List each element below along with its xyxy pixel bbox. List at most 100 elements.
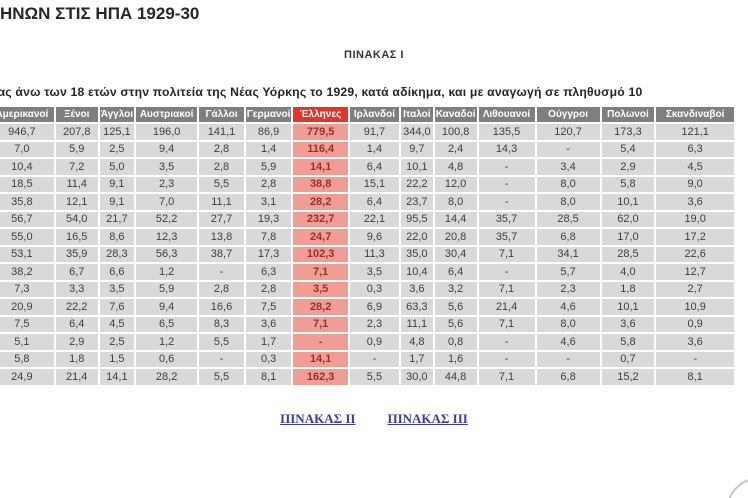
table-cell: 12,7 bbox=[656, 264, 734, 280]
table-cell: 7,3 bbox=[0, 281, 54, 297]
table-cell: 35,9 bbox=[55, 246, 98, 262]
table-cell: 14,1 bbox=[99, 369, 135, 385]
table-cell: 6,6 bbox=[99, 264, 135, 280]
table-cell: 24,9 bbox=[0, 369, 54, 385]
table-cell: 946,7 bbox=[0, 124, 54, 140]
column-header: Αυστριακοί bbox=[136, 107, 198, 122]
table-cell: - bbox=[478, 159, 535, 175]
table-cell: 14,1 bbox=[293, 159, 348, 175]
table-cell: 35,7 bbox=[478, 229, 535, 245]
table-cell: 38,8 bbox=[293, 176, 348, 192]
table-cell: 86,9 bbox=[245, 124, 292, 140]
table-cell: 100,8 bbox=[434, 124, 477, 140]
table-cell: 6,8 bbox=[536, 229, 600, 245]
table-cell: 38,2 bbox=[0, 264, 54, 280]
table-cell: 0,7 bbox=[601, 351, 655, 367]
table-cell: 11,4 bbox=[55, 176, 98, 192]
table-cell: 5,8 bbox=[601, 334, 655, 350]
table-cell: 9,4 bbox=[136, 299, 198, 315]
table-cell: 7,1 bbox=[293, 316, 348, 332]
table-cell: 35,8 bbox=[0, 194, 54, 210]
column-header: Λιθουανοί bbox=[478, 107, 535, 122]
table-cell: 3,5 bbox=[136, 159, 198, 175]
table-row: 56,7 54,0 21,7 52,2 27,7 19,3 232,7 22,1 95,5 14,… bbox=[0, 211, 734, 227]
table-cell: 62,0 bbox=[601, 211, 655, 227]
table-cell: 9,7 bbox=[401, 141, 433, 157]
table-row: 55,0 16,5 8,6 12,3 13,8 7,8 24,7 9,6 22,0 20,8 35,… bbox=[0, 229, 734, 245]
table-cell: 0,3 bbox=[349, 281, 400, 297]
table-cell: 10,1 bbox=[601, 299, 655, 315]
table-cell: 6,5 bbox=[136, 316, 198, 332]
table-cell: 7,6 bbox=[99, 299, 135, 315]
table-cell: 54,0 bbox=[55, 211, 98, 227]
table-cell: 6,3 bbox=[656, 141, 734, 157]
table-cell: 5,1 bbox=[0, 334, 54, 350]
statistics-table: Αμερικανοί Ξένοι Άγγλοι Αυστριακοί Γάλλοι Γερ… bbox=[0, 105, 736, 387]
link-pinakas-2[interactable]: ΠΙΝΑΚΑΣ ΙΙ bbox=[280, 411, 356, 426]
table-cell: 28,2 bbox=[293, 299, 348, 315]
table-cell: 17,3 bbox=[245, 246, 292, 262]
table-cell: 6,4 bbox=[434, 264, 477, 280]
table-links: ΠΙΝΑΚΑΣ ΙΙ ΠΙΝΑΚΑΣ ΙΙΙ bbox=[0, 410, 748, 428]
table-body: 946,7 207,8 125,1 196,0 141,1 86,9 779,5 91,7 34… bbox=[0, 124, 734, 385]
table-cell: 3,6 bbox=[656, 334, 734, 350]
table-cell: 135,5 bbox=[478, 124, 535, 140]
column-header: Γερμανοί bbox=[245, 107, 292, 122]
corner-watermark-arc bbox=[726, 477, 748, 498]
column-header: Ούγγροι bbox=[536, 107, 600, 122]
column-header: Αμερικανοί bbox=[0, 107, 54, 122]
table-cell: 19,3 bbox=[245, 211, 292, 227]
table-cell: 17,2 bbox=[656, 229, 734, 245]
table-cell: 5,7 bbox=[536, 264, 600, 280]
table-cell: 19,0 bbox=[656, 211, 734, 227]
table-cell: 0,9 bbox=[349, 334, 400, 350]
table-cell: 0,3 bbox=[245, 351, 292, 367]
column-header: Ιρλανδοί bbox=[349, 107, 400, 122]
table-cell: 4,5 bbox=[656, 159, 734, 175]
table-cell: - bbox=[293, 334, 348, 350]
table-cell: 28,2 bbox=[136, 369, 198, 385]
table-cell: 116,4 bbox=[293, 141, 348, 157]
table-cell: 5,5 bbox=[199, 176, 244, 192]
table-cell: - bbox=[478, 264, 535, 280]
table-cell: 6,9 bbox=[349, 299, 400, 315]
table-cell: 35,0 bbox=[401, 246, 433, 262]
table-cell: 22,1 bbox=[349, 211, 400, 227]
link-pinakas-3[interactable]: ΠΙΝΑΚΑΣ ΙΙΙ bbox=[387, 411, 468, 426]
table-cell: 14,4 bbox=[434, 211, 477, 227]
table-cell: 7,2 bbox=[55, 159, 98, 175]
table-cell: 1,5 bbox=[99, 351, 135, 367]
table-cell: 17,0 bbox=[601, 229, 655, 245]
table-cell: 21,7 bbox=[99, 211, 135, 227]
column-header: Ιταλοί bbox=[401, 107, 433, 122]
table-subtitle: ίας άνω των 18 ετών στην πολιτεία της Νέ… bbox=[0, 85, 643, 99]
table-cell: 2,3 bbox=[136, 176, 198, 192]
table-cell: 95,5 bbox=[401, 211, 433, 227]
table-cell: 3,1 bbox=[245, 194, 292, 210]
column-header: Σκανδιναβοί bbox=[656, 107, 734, 122]
table-cell: - bbox=[199, 351, 244, 367]
table-cell: 1,2 bbox=[136, 334, 198, 350]
table-cell: 2,3 bbox=[349, 316, 400, 332]
table-row: 18,5 11,4 9,1 2,3 5,5 2,8 38,8 15,1 22,2 12,0-8,0… bbox=[0, 176, 734, 192]
table-cell: 4,8 bbox=[401, 334, 433, 350]
table-cell: 102,3 bbox=[293, 246, 348, 262]
table-cell: 4,8 bbox=[434, 159, 477, 175]
table-cell: - bbox=[199, 264, 244, 280]
table-cell: 56,3 bbox=[136, 246, 198, 262]
table-cell: 21,4 bbox=[478, 299, 535, 315]
table-cell: 27,7 bbox=[199, 211, 244, 227]
table-cell: 20,9 bbox=[0, 299, 54, 315]
table-cell: 91,7 bbox=[349, 124, 400, 140]
table-cell: 5,9 bbox=[245, 159, 292, 175]
table-cell: - bbox=[478, 176, 535, 192]
table-cell: 28,3 bbox=[99, 246, 135, 262]
table-cell: - bbox=[536, 351, 600, 367]
table-cell: 2,9 bbox=[601, 159, 655, 175]
table-cell: 5,8 bbox=[601, 176, 655, 192]
table-cell: 0,8 bbox=[434, 334, 477, 350]
column-header: Έλληνες bbox=[293, 107, 348, 122]
table-row: 7,5 6,4 4,5 6,5 8,3 3,6 7,1 2,3 11,1 5,6 7,1 8,0 3,6… bbox=[0, 316, 734, 332]
table-cell: 53,1 bbox=[0, 246, 54, 262]
table-cell: 63,3 bbox=[401, 299, 433, 315]
